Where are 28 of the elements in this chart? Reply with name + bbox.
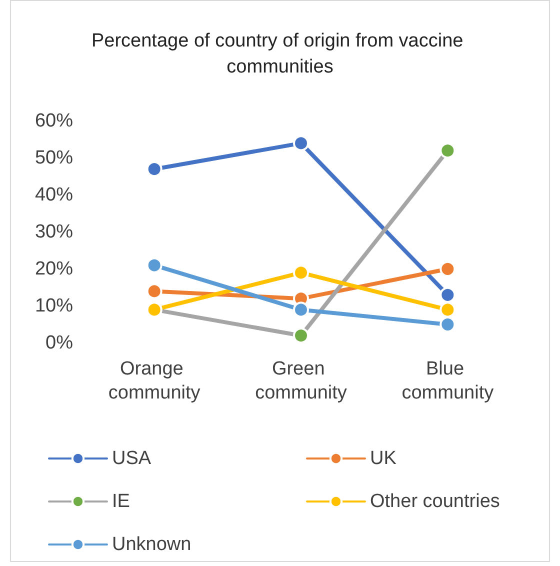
y-tick-label: 10%: [34, 296, 74, 316]
x-tick-label: Blue community: [402, 358, 494, 404]
legend-label: UK: [370, 448, 397, 469]
point: [440, 316, 456, 332]
point: [293, 264, 309, 281]
point: [440, 142, 456, 159]
point: [146, 283, 162, 300]
legend-label: Other countries: [370, 491, 500, 512]
y-tick-label: 60%: [34, 110, 74, 132]
chart-title: Percentage of country of origin from vaccine communities: [91, 30, 469, 78]
legend-label: USA: [112, 448, 152, 469]
y-tick-label: 0%: [46, 332, 74, 354]
x-tick-label: Orange community: [108, 358, 201, 404]
legend-label: Unknown: [112, 534, 192, 555]
point: [146, 161, 162, 178]
y-tick-label: 50%: [34, 148, 74, 168]
legend-label: IE: [112, 491, 130, 512]
point: [293, 328, 309, 344]
point: [440, 286, 456, 303]
x-tick-label: Green community: [255, 358, 348, 404]
point: [440, 302, 456, 318]
y-tick-label: 40%: [34, 184, 74, 206]
point: [293, 302, 309, 318]
y-tick-label: 20%: [34, 258, 74, 280]
point: [146, 257, 162, 274]
y-tick-label: 30%: [34, 222, 74, 242]
point: [293, 135, 309, 152]
point: [440, 261, 456, 277]
